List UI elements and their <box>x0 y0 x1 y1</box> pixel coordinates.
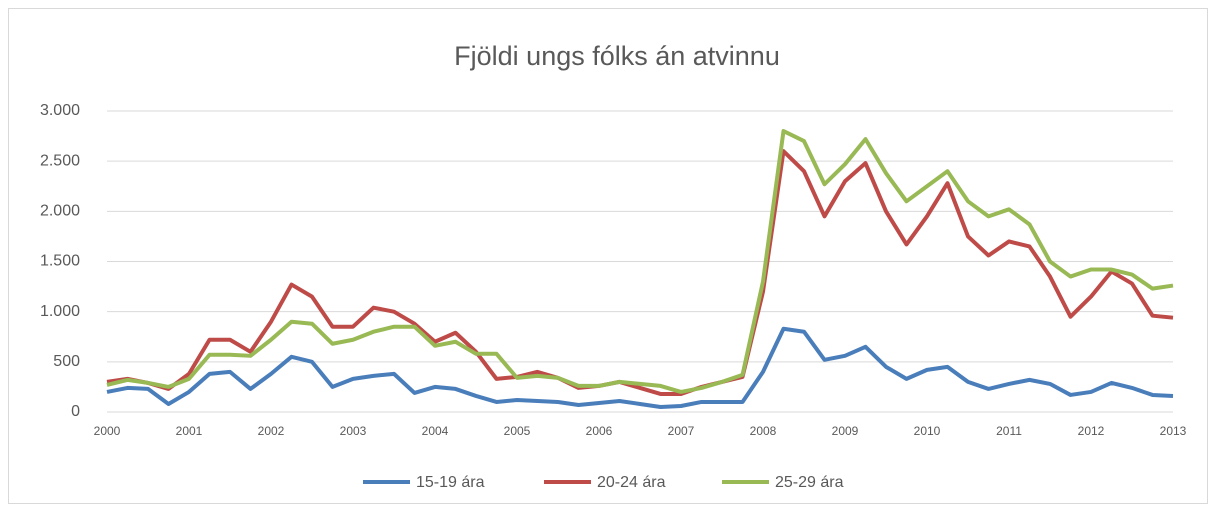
x-tick-label: 2000 <box>94 424 121 438</box>
x-tick-label: 2002 <box>258 424 285 438</box>
chart-title: Fjöldi ungs fólks án atvinnu <box>454 41 780 71</box>
legend-label: 20-24 ára <box>597 474 666 491</box>
y-tick-label: 0 <box>71 403 80 420</box>
y-tick-label: 1.500 <box>40 253 80 270</box>
series-line <box>106 149 1174 396</box>
y-tick-label: 2.000 <box>40 203 80 220</box>
y-tick-label: 1.000 <box>40 303 80 320</box>
x-tick-label: 2013 <box>1160 424 1187 438</box>
x-tick-label: 2008 <box>750 424 777 438</box>
x-tick-label: 2005 <box>504 424 531 438</box>
y-tick-label: 3.000 <box>40 102 80 119</box>
chart-border <box>8 8 1208 504</box>
series-line <box>106 326 1174 409</box>
y-tick-label: 2.500 <box>40 152 80 169</box>
x-tick-label: 2007 <box>668 424 695 438</box>
x-tick-label: 2003 <box>340 424 367 438</box>
x-tick-label: 2011 <box>996 424 1022 438</box>
x-tick-label: 2010 <box>914 424 941 438</box>
x-tick-label: 2012 <box>1078 424 1105 438</box>
x-tick-label: 2006 <box>586 424 613 438</box>
series-line <box>106 129 1174 394</box>
x-tick-label: 2009 <box>832 424 859 438</box>
y-tick-label: 500 <box>53 353 80 370</box>
legend-label: 15-19 ára <box>416 474 485 491</box>
x-tick-label: 2001 <box>176 424 203 438</box>
legend-label: 25-29 ára <box>775 474 844 491</box>
x-tick-label: 2004 <box>422 424 449 438</box>
